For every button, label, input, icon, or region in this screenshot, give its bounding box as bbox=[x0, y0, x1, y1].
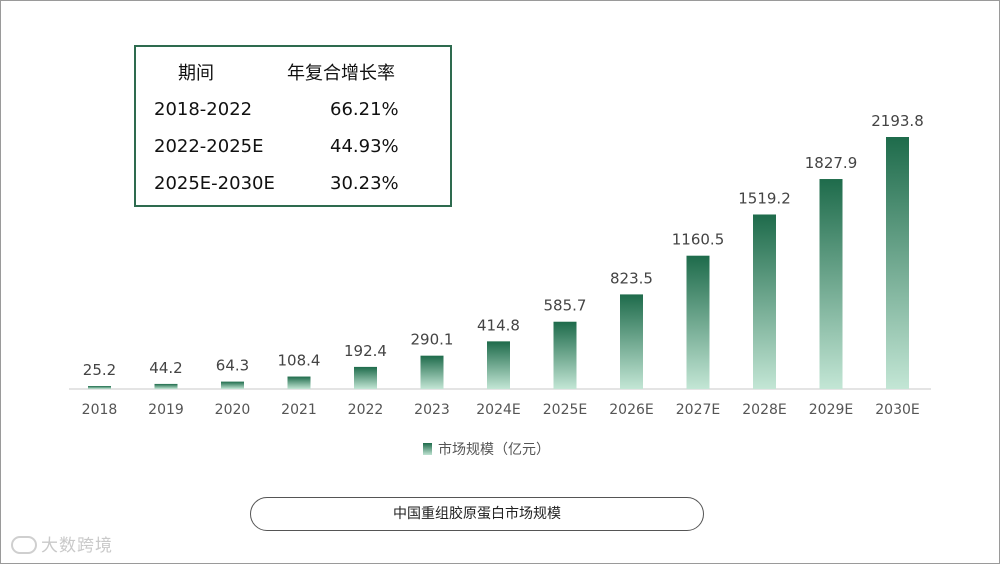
cagr-period: 2022-2025E bbox=[154, 136, 264, 157]
data-label: 585.7 bbox=[544, 297, 587, 315]
x-tick-label: 2023 bbox=[414, 402, 450, 418]
legend-swatch bbox=[423, 443, 432, 455]
x-tick-label: 2027E bbox=[676, 402, 720, 418]
bar-2025E bbox=[553, 321, 577, 389]
x-tick-label: 2025E bbox=[543, 402, 587, 418]
bar-2029E bbox=[819, 179, 843, 389]
x-tick-label: 2030E bbox=[875, 402, 919, 418]
bar-2022 bbox=[354, 366, 377, 389]
x-tick-label: 2022 bbox=[348, 402, 384, 418]
cagr-period: 2018-2022 bbox=[154, 99, 253, 120]
period-header: 期间 bbox=[178, 63, 214, 84]
x-tick-label: 2018 bbox=[82, 402, 118, 418]
data-label: 823.5 bbox=[610, 269, 653, 287]
data-label: 1519.2 bbox=[738, 189, 791, 207]
cagr-period: 2025E-2030E bbox=[154, 173, 275, 194]
cagr-table-header: 期间 年复合增长率 bbox=[136, 59, 450, 89]
x-tick-label: 2026E bbox=[609, 402, 653, 418]
data-label: 2193.8 bbox=[871, 112, 924, 130]
data-label: 192.4 bbox=[344, 342, 387, 360]
bar-2020 bbox=[221, 381, 244, 389]
x-tick-label: 2024E bbox=[476, 402, 520, 418]
bar-2023 bbox=[420, 355, 444, 389]
cagr-row: 2022-2025E 44.93% bbox=[136, 132, 450, 162]
x-tick-label: 2019 bbox=[148, 402, 184, 418]
cagr-rate: 66.21% bbox=[330, 99, 399, 120]
rate-header: 年复合增长率 bbox=[287, 63, 395, 84]
cagr-row: 2018-2022 66.21% bbox=[136, 95, 450, 125]
cagr-rate: 44.93% bbox=[330, 136, 399, 157]
watermark-text: 大数跨境 bbox=[41, 536, 113, 556]
data-label: 414.8 bbox=[477, 316, 520, 334]
cagr-rate: 30.23% bbox=[330, 173, 399, 194]
data-label: 108.4 bbox=[278, 352, 321, 370]
x-tick-label: 2021 bbox=[281, 402, 317, 418]
bar-2026E bbox=[620, 294, 643, 389]
x-tick-label: 2029E bbox=[809, 402, 853, 418]
bar-2021 bbox=[287, 376, 311, 389]
data-label: 64.3 bbox=[216, 357, 249, 375]
bar-2028E bbox=[753, 214, 776, 389]
bar-2030E bbox=[886, 137, 909, 389]
chart-caption: 中国重组胶原蛋白市场规模 bbox=[250, 497, 704, 531]
x-tick-label: 2020 bbox=[215, 402, 251, 418]
x-tick-label: 2028E bbox=[742, 402, 786, 418]
bar-2018 bbox=[88, 386, 111, 389]
cagr-table: 期间 年复合增长率 2018-2022 66.21% 2022-2025E 44… bbox=[134, 45, 452, 207]
data-label: 44.2 bbox=[149, 359, 182, 377]
data-label: 1160.5 bbox=[672, 231, 725, 249]
data-label: 1827.9 bbox=[805, 154, 858, 172]
bar-2024E bbox=[487, 341, 510, 389]
watermark-logo-icon bbox=[11, 536, 37, 554]
cagr-row: 2025E-2030E 30.23% bbox=[136, 169, 450, 199]
bar-2019 bbox=[154, 383, 178, 389]
data-label: 290.1 bbox=[411, 331, 454, 349]
chart-legend: 市场规模（亿元） bbox=[423, 439, 550, 461]
bar-2027E bbox=[686, 255, 710, 389]
data-label: 25.2 bbox=[83, 361, 116, 379]
legend-label: 市场规模（亿元） bbox=[438, 442, 550, 458]
watermark: 大数跨境 bbox=[11, 535, 113, 557]
